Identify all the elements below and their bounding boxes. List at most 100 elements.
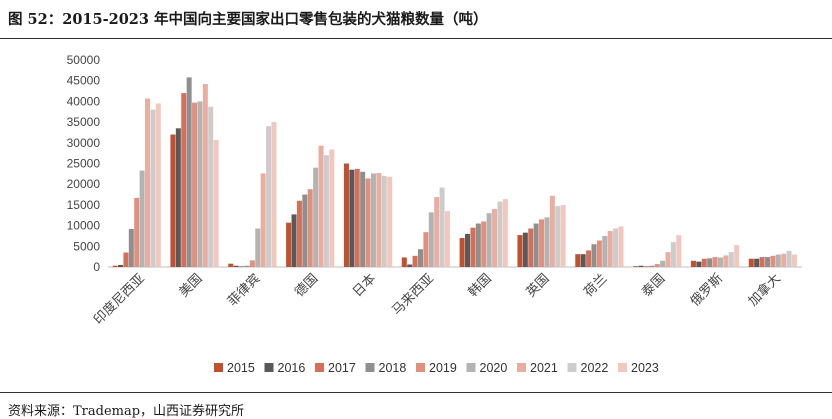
bar xyxy=(407,265,412,267)
bar xyxy=(503,199,508,267)
x-category-label: 韩国 xyxy=(466,271,495,300)
bar xyxy=(492,209,497,267)
bar xyxy=(581,254,586,267)
bar xyxy=(534,224,539,267)
x-category-label: 俄罗斯 xyxy=(688,271,726,309)
bar xyxy=(723,255,728,267)
bar xyxy=(123,253,128,267)
legend-label: 2017 xyxy=(328,361,356,375)
legend-swatch xyxy=(214,363,223,372)
bar xyxy=(140,171,145,267)
bar xyxy=(608,231,613,267)
x-category-label: 美国 xyxy=(177,271,206,300)
bar xyxy=(707,258,712,267)
bar xyxy=(676,235,681,267)
bar xyxy=(118,265,123,267)
bar xyxy=(555,206,560,267)
bar xyxy=(787,251,792,267)
bar xyxy=(376,173,381,267)
y-tick-label: 5000 xyxy=(73,239,100,253)
bar xyxy=(329,149,334,267)
bar xyxy=(349,170,354,267)
bar xyxy=(261,173,266,267)
x-category-label: 加拿大 xyxy=(745,271,784,310)
bar xyxy=(649,266,654,267)
bar xyxy=(413,256,418,267)
bar xyxy=(713,257,718,267)
x-category-label: 泰国 xyxy=(639,271,668,300)
bar xyxy=(319,146,324,267)
bar xyxy=(344,164,349,268)
bar xyxy=(355,169,360,267)
y-tick-label: 10000 xyxy=(67,219,101,233)
legend-swatch xyxy=(265,363,274,372)
bar xyxy=(618,226,623,267)
y-tick-label: 50000 xyxy=(67,53,101,67)
bar xyxy=(239,266,244,267)
bar xyxy=(402,257,407,267)
bar xyxy=(387,177,392,267)
bar xyxy=(382,176,387,267)
bar xyxy=(366,178,371,267)
bar xyxy=(187,77,192,267)
bar xyxy=(308,189,313,267)
bar xyxy=(765,257,770,267)
bar xyxy=(528,229,533,268)
bar xyxy=(156,103,161,267)
bar xyxy=(591,244,596,267)
bar xyxy=(602,236,607,267)
bar xyxy=(181,93,186,267)
bar xyxy=(460,238,465,267)
bar xyxy=(313,168,318,267)
y-tick-label: 35000 xyxy=(67,115,101,129)
bar xyxy=(418,249,423,267)
legend-swatch xyxy=(315,363,324,372)
bar xyxy=(749,259,754,267)
legend: 2015 2016 2017 2018 2019 2020 2021 2022 2023 xyxy=(214,361,659,375)
bar xyxy=(129,229,134,267)
bar xyxy=(639,266,644,267)
bar xyxy=(445,211,450,267)
bar xyxy=(470,228,475,267)
bar xyxy=(729,252,734,267)
bar xyxy=(718,257,723,267)
legend-swatch xyxy=(416,363,425,372)
bar xyxy=(266,126,271,267)
y-tick-label: 40000 xyxy=(67,94,101,108)
bar xyxy=(561,205,566,267)
bar xyxy=(487,213,492,267)
bar xyxy=(434,197,439,267)
bar xyxy=(586,250,591,267)
bar xyxy=(734,245,739,267)
x-category-label: 英国 xyxy=(524,271,553,300)
bar xyxy=(550,196,555,267)
bar xyxy=(481,221,486,267)
bar xyxy=(429,212,434,267)
bar xyxy=(234,266,239,267)
bar xyxy=(255,229,260,268)
bars xyxy=(113,77,797,267)
bar xyxy=(208,107,213,267)
bar xyxy=(776,255,781,267)
legend-swatch xyxy=(568,363,577,372)
bar xyxy=(176,128,181,267)
y-tick-label: 30000 xyxy=(67,136,101,150)
legend-label: 2023 xyxy=(631,361,659,375)
legend-swatch xyxy=(517,363,526,372)
bar xyxy=(497,202,502,267)
legend-swatch xyxy=(366,363,375,372)
bar xyxy=(517,235,522,267)
y-tick-label: 0 xyxy=(93,260,100,274)
legend-label: 2022 xyxy=(581,361,609,375)
x-category-label: 荷兰 xyxy=(581,271,610,300)
bar xyxy=(214,140,219,267)
bar xyxy=(671,242,676,267)
x-category-label: 菲律宾 xyxy=(225,271,264,310)
x-category-label: 德国 xyxy=(292,271,321,300)
bar xyxy=(655,264,660,267)
bar xyxy=(113,266,118,267)
legend-label: 2018 xyxy=(379,361,407,375)
bar xyxy=(440,188,445,267)
bar xyxy=(292,214,297,267)
legend-label: 2019 xyxy=(429,361,457,375)
